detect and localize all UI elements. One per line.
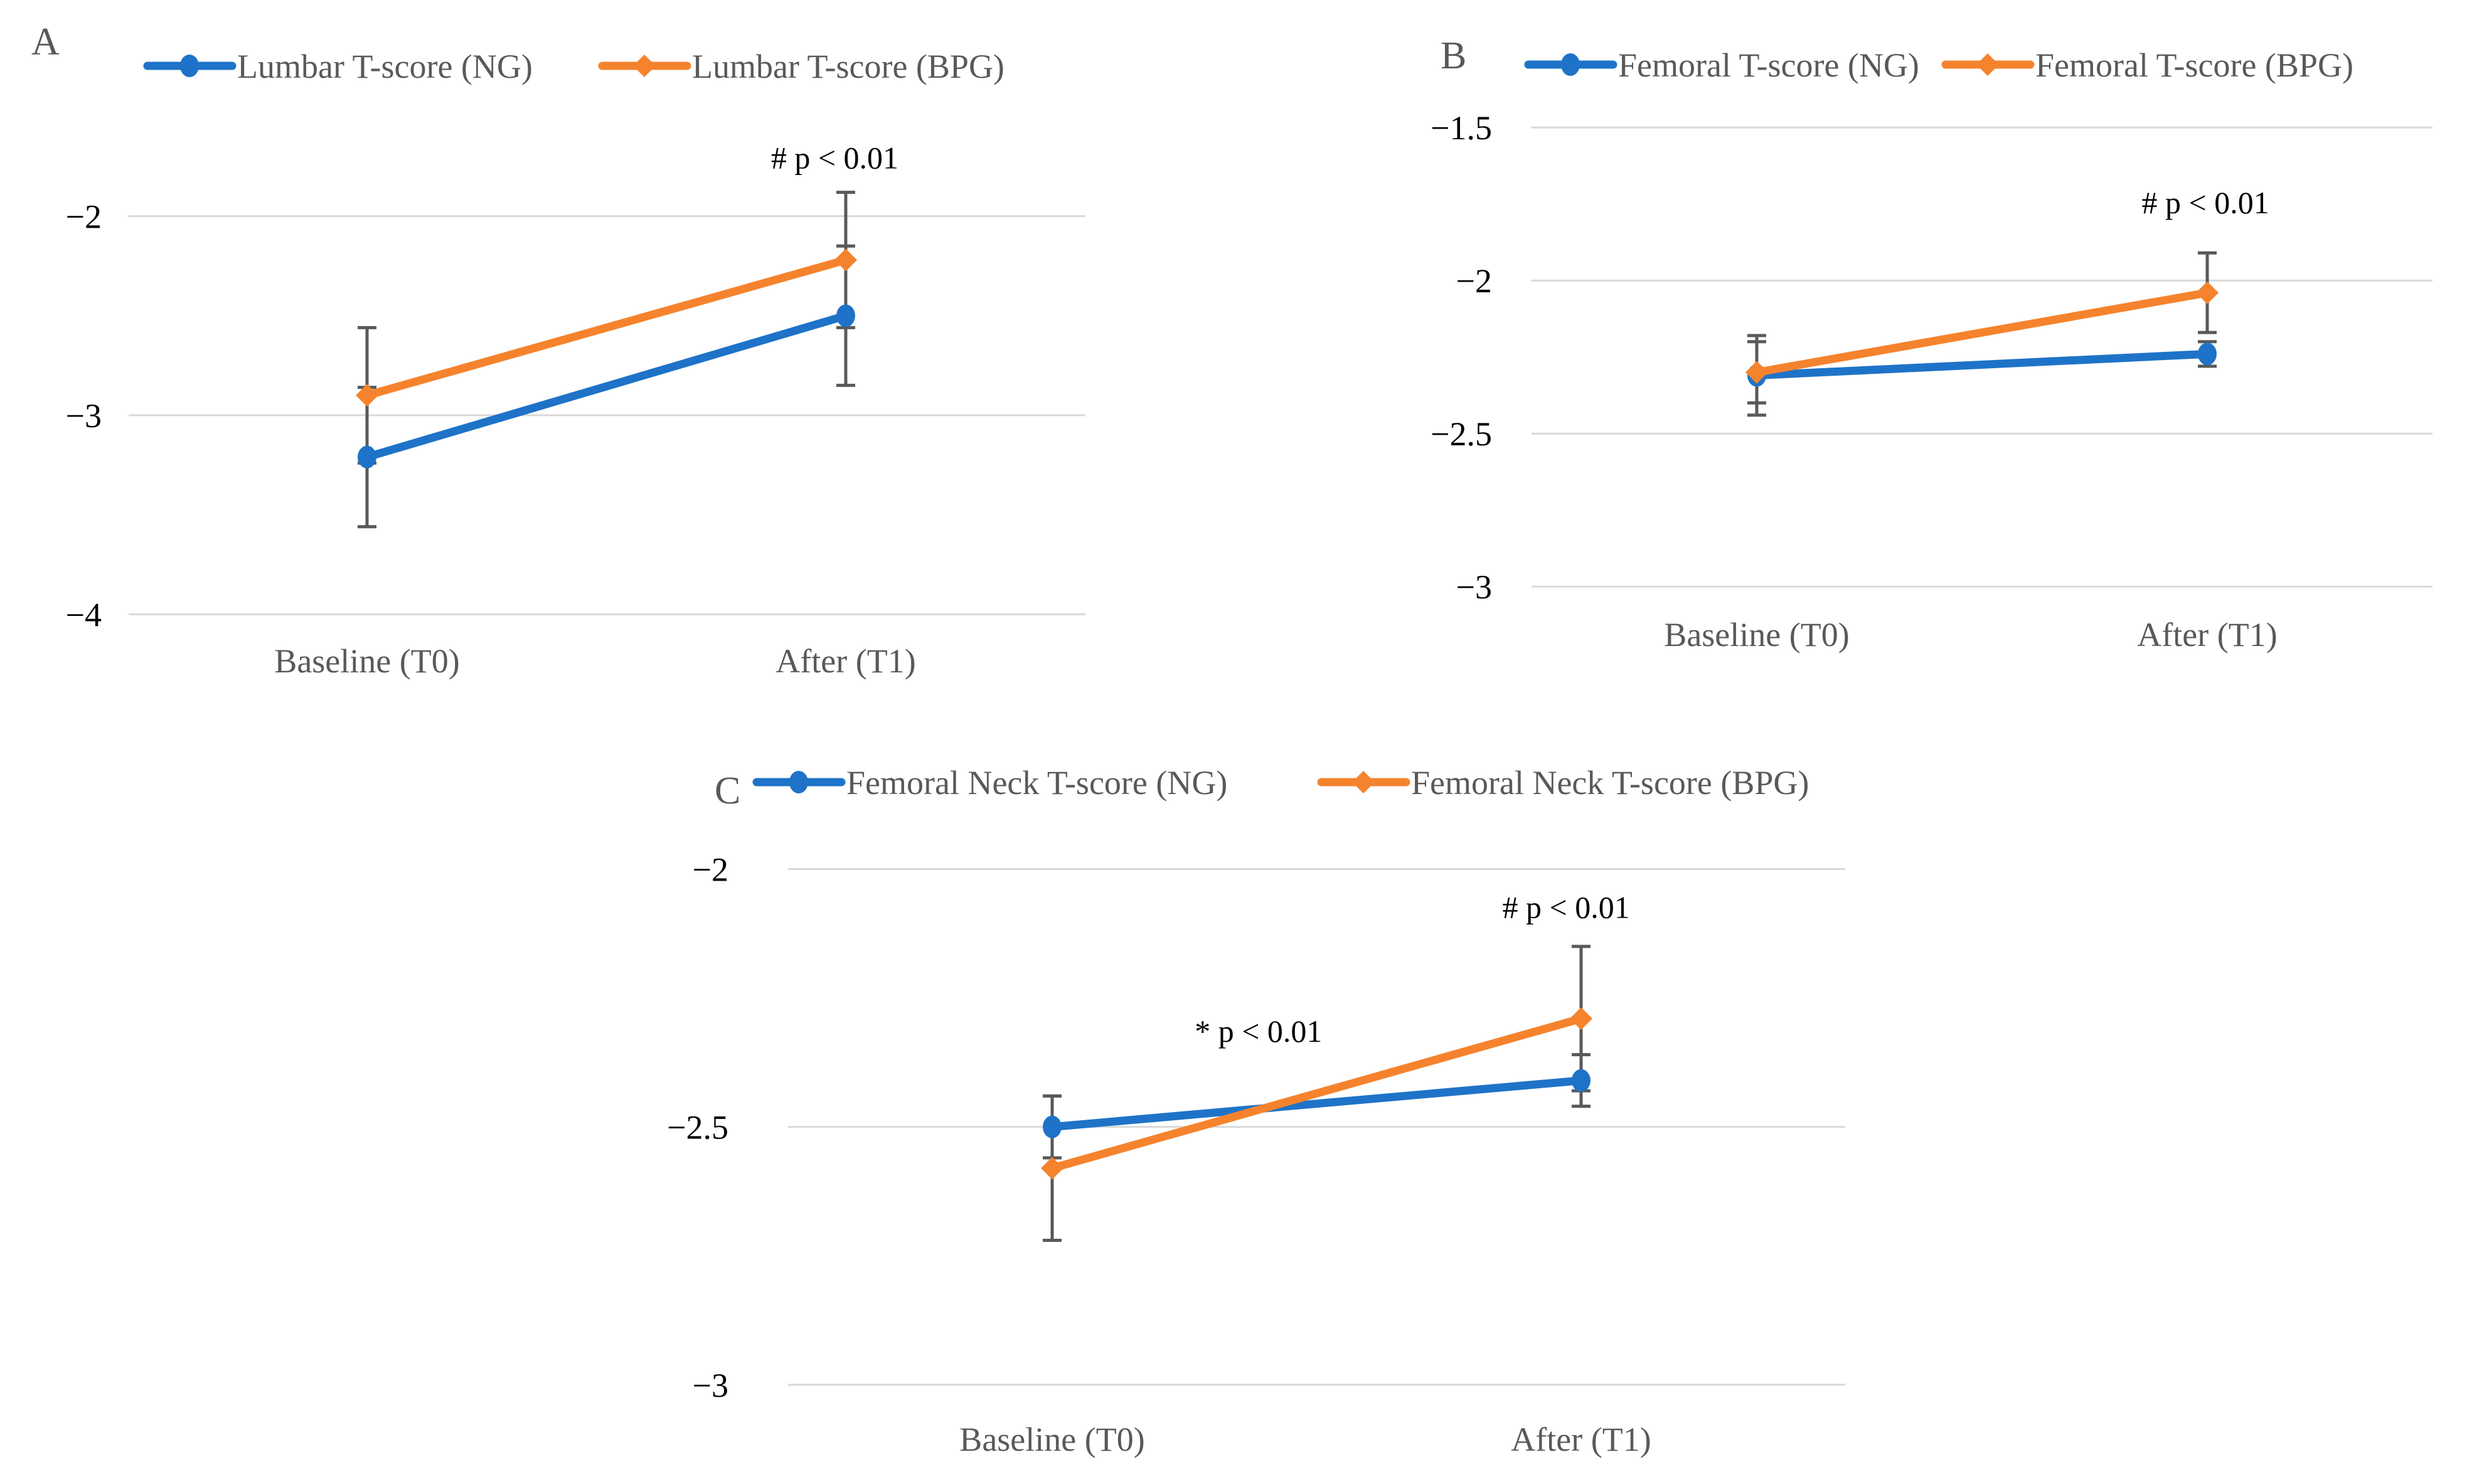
data-point-circle: [1572, 1069, 1590, 1092]
y-tick-label: −2.5: [1431, 415, 1492, 453]
panel-c: −2 −2.5 −3 Baseline (T0) After (T1) Femoral N…: [600, 742, 1873, 1484]
legend-item: Femoral T-score (NG): [1524, 46, 1919, 84]
legend-item: Lumbar T-score (BPG): [598, 48, 1004, 85]
data-point-circle: [2198, 342, 2217, 366]
panel-label-a: A: [31, 21, 60, 63]
panel-label-b: B: [1441, 34, 1467, 77]
panel-b: −1.5 −2 −2.5 −3 Baseline (T0) After (T1) Femor…: [1234, 0, 2467, 742]
y-tick-label: −2: [693, 851, 728, 889]
significance-annotation: # p < 0.01: [771, 140, 898, 176]
panel-label-c: C: [715, 770, 741, 812]
y-tick-label: −2: [66, 198, 102, 236]
data-point-diamond: [356, 384, 378, 407]
data-point-circle: [836, 304, 855, 327]
significance-annotation: # p < 0.01: [2142, 185, 2269, 220]
legend-item: Femoral T-score (BPG): [1941, 46, 2353, 84]
y-tick-label: −2: [1456, 262, 1492, 300]
x-category-label: Baseline (T0): [274, 642, 459, 680]
y-tick-label: −3: [693, 1367, 728, 1404]
significance-annotation: * p < 0.01: [1195, 1014, 1322, 1049]
data-point-diamond: [2196, 281, 2219, 304]
panel-a: −2 −3 −4 Baseline (T0) After (T1) Lumbar T-sc…: [0, 0, 1234, 742]
data-point-circle: [358, 445, 376, 469]
series-line: [1752, 349, 2212, 379]
legend-circle-marker: [789, 771, 808, 793]
legend-item: Femoral Neck T-score (NG): [752, 764, 1227, 802]
legend-label: Lumbar T-score (BPG): [692, 48, 1004, 85]
data-point-diamond: [1745, 361, 1768, 384]
y-tick-label: −3: [66, 397, 102, 435]
y-tick-label: −4: [66, 596, 102, 633]
data-point-circle: [1043, 1115, 1062, 1138]
panel-b-chart: −1.5 −2 −2.5 −3 Baseline (T0) After (T1) Femor…: [1431, 46, 2432, 654]
legend-diamond-marker: [1352, 771, 1375, 793]
legend-diamond-marker: [633, 55, 656, 77]
legend-item: Femoral Neck T-score (BPG): [1317, 764, 1809, 802]
y-tick-label: −3: [1456, 568, 1492, 606]
y-tick-label: −2.5: [667, 1109, 728, 1147]
panel-c-chart: −2 −2.5 −3 Baseline (T0) After (T1) Femoral N…: [667, 764, 1845, 1458]
x-category-label: Baseline (T0): [959, 1421, 1144, 1458]
series-line: [363, 311, 850, 462]
series-line: [1752, 289, 2212, 377]
significance-annotation: # p < 0.01: [1503, 890, 1630, 925]
legend-label: Femoral T-score (NG): [1618, 46, 1919, 84]
series-line: [1048, 1076, 1585, 1132]
legend-circle-marker: [1561, 53, 1580, 76]
legend-label: Lumbar T-score (NG): [237, 48, 533, 85]
data-point-diamond: [1041, 1157, 1063, 1180]
legend-diamond-marker: [1976, 53, 1999, 76]
y-tick-label: −1.5: [1431, 109, 1492, 147]
series-line: [363, 255, 850, 400]
x-category-label: Baseline (T0): [1664, 616, 1849, 654]
legend-label: Femoral Neck T-score (NG): [846, 764, 1227, 802]
legend-label: Femoral T-score (BPG): [2035, 46, 2353, 84]
x-category-label: After (T1): [2137, 616, 2277, 654]
legend-label: Femoral Neck T-score (BPG): [1411, 764, 1809, 802]
x-category-label: After (T1): [775, 642, 915, 680]
data-point-diamond: [834, 248, 857, 272]
data-point-diamond: [1570, 1007, 1592, 1030]
panel-a-chart: −2 −3 −4 Baseline (T0) After (T1) Lumbar T-sc…: [66, 48, 1085, 680]
legend-circle-marker: [180, 55, 199, 77]
legend-item: Lumbar T-score (NG): [143, 48, 533, 85]
series-line: [1048, 1014, 1585, 1172]
x-category-label: After (T1): [1511, 1421, 1651, 1458]
